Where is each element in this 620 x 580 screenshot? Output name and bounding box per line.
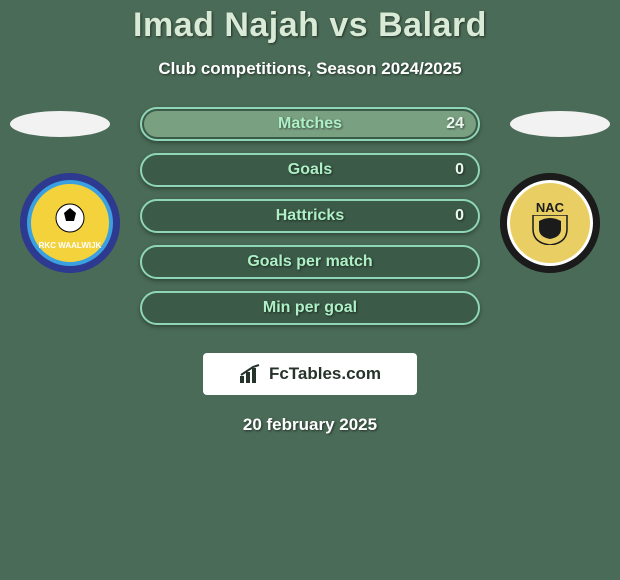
stat-row-goals-per-match: Goals per match [140, 245, 480, 279]
right-team-crest: NAC [500, 173, 600, 273]
stat-label: Goals per match [142, 247, 478, 277]
stat-row-goals: Goals 0 [140, 153, 480, 187]
stat-row-min-per-goal: Min per goal [140, 291, 480, 325]
left-ellipse-shadow [10, 111, 110, 137]
subtitle: Club competitions, Season 2024/2025 [0, 59, 620, 79]
date-text: 20 february 2025 [0, 415, 620, 435]
stat-right-value: 0 [455, 155, 464, 185]
stat-label: Min per goal [142, 293, 478, 323]
page-title: Imad Najah vs Balard [0, 6, 620, 45]
bar-chart-icon [239, 364, 263, 384]
stat-label: Goals [142, 155, 478, 185]
branding-badge: FcTables.com [203, 353, 417, 395]
right-ellipse-shadow [510, 111, 610, 137]
stat-label: Matches [142, 109, 478, 139]
branding-text: FcTables.com [269, 364, 381, 384]
stat-right-value: 24 [446, 109, 464, 139]
left-crest-ring [20, 173, 120, 273]
stat-row-hattricks: Hattricks 0 [140, 199, 480, 233]
stats-column: Matches 24 Goals 0 Hattricks 0 Goals per… [140, 107, 480, 337]
stat-right-value: 0 [455, 201, 464, 231]
stat-label: Hattricks [142, 201, 478, 231]
comparison-card: Imad Najah vs Balard Club competitions, … [0, 0, 620, 580]
stat-row-matches: Matches 24 [140, 107, 480, 141]
left-team-crest: RKC WAALWIJK [20, 173, 120, 273]
content-area: RKC WAALWIJK NAC Matches 24 [0, 107, 620, 337]
right-crest-ring [500, 173, 600, 273]
